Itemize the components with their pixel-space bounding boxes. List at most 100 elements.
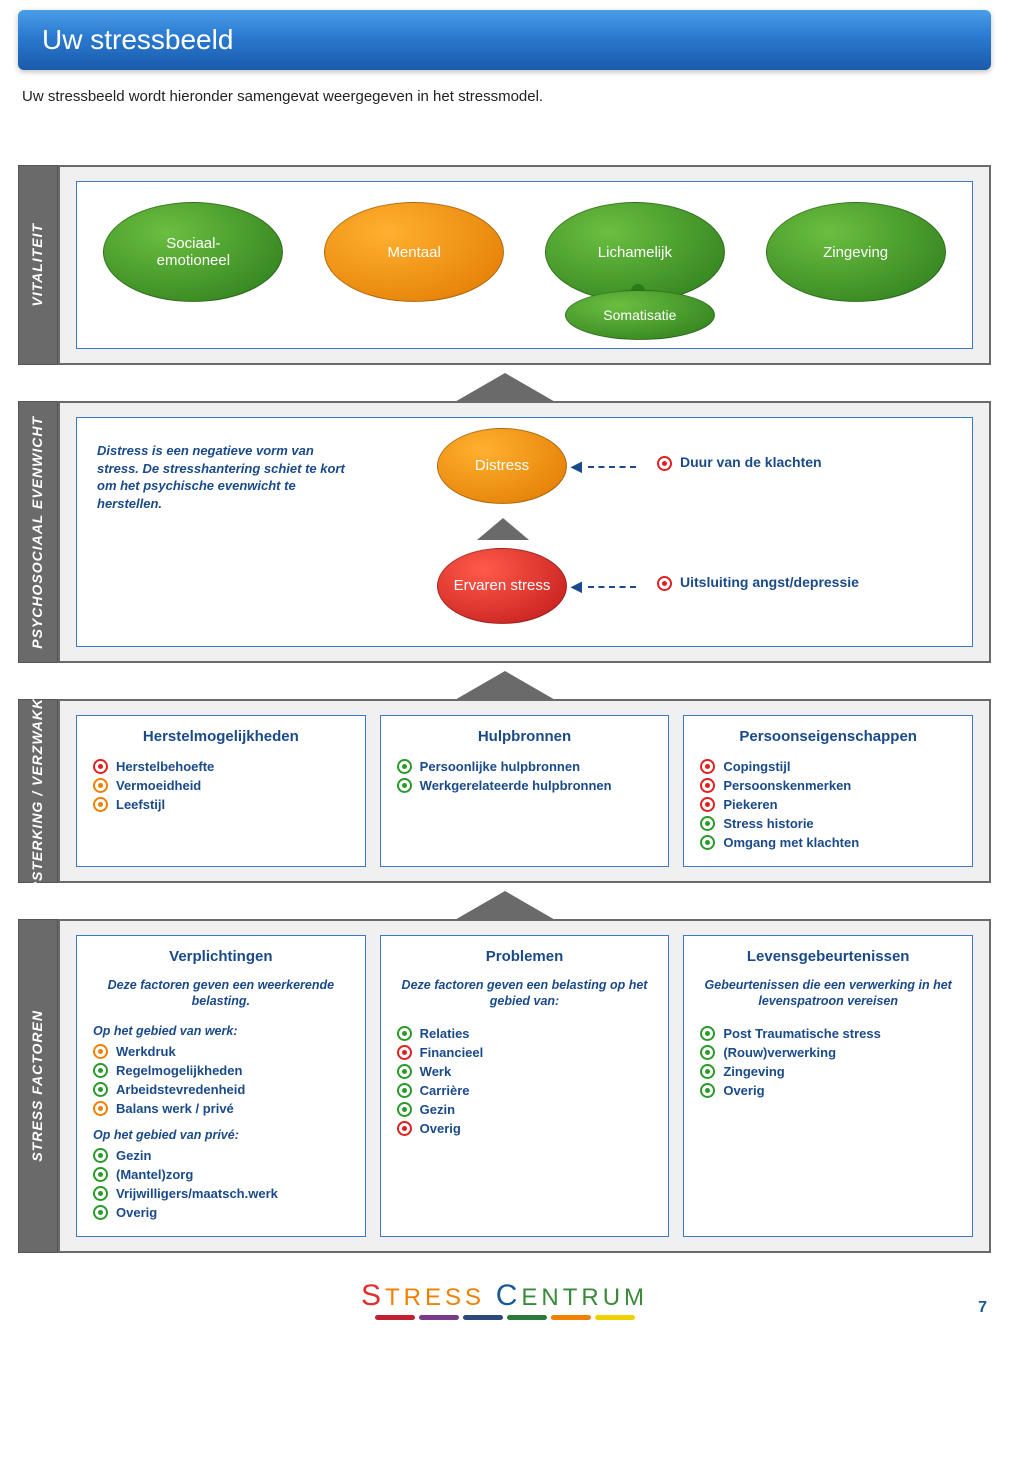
list-item: Vrijwilligers/maatsch.werk	[93, 1184, 349, 1203]
group-label: Op het gebied van werk:	[93, 1024, 349, 1038]
item-list: Post Traumatische stress (Rouw)verwerking…	[700, 1024, 956, 1100]
bullet-green-icon	[700, 835, 715, 850]
dashed-arrow-icon: ◀	[571, 578, 642, 595]
list-item: Carrière	[397, 1081, 653, 1100]
psy-ellipse: Distress	[437, 428, 567, 504]
panel-vitaliteit: Sociaal-emotioneelMentaalLichamelijkSoma…	[58, 165, 991, 365]
vitality-sub-ellipse: Somatisatie	[565, 290, 715, 340]
bullet-green-icon	[93, 1082, 108, 1097]
bullet-green-icon	[397, 1083, 412, 1098]
strip-segment	[507, 1315, 547, 1320]
psychosocial-description: Distress is een negatieve vorm van stres…	[97, 442, 357, 512]
list-item: Persoonskenmerken	[700, 776, 956, 795]
bullet-red-icon	[700, 797, 715, 812]
list-item: (Rouw)verwerking	[700, 1043, 956, 1062]
bullet-red-icon	[93, 759, 108, 774]
list-item: Gezin	[397, 1100, 653, 1119]
column-card: Persoonseigenschappen Copingstijl Persoons…	[683, 715, 973, 867]
bullet-green-icon	[397, 1102, 412, 1117]
bullet-green-icon	[93, 1205, 108, 1220]
list-item: Overig	[93, 1203, 349, 1222]
column-title: Herstelmogelijkheden	[93, 728, 349, 745]
list-item: Werkgerelateerde hulpbronnen	[397, 776, 653, 795]
item-list: Copingstijl Persoonskenmerken PiekerenStre…	[700, 757, 956, 852]
column-subdesc: Deze factoren geven een belasting op het…	[397, 977, 653, 1010]
column-subdesc: Gebeurtenissen die een verwerking in het…	[700, 977, 956, 1010]
list-item: Persoonlijke hulpbronnen	[397, 757, 653, 776]
bullet-red-icon	[700, 778, 715, 793]
brand-logo: STRESS CENTRUM	[18, 1279, 991, 1313]
item-label: Vermoeidheid	[116, 778, 201, 793]
panel-stressfactoren: VerplichtingenDeze factoren geven een we…	[58, 919, 991, 1253]
strip-segment	[419, 1315, 459, 1320]
sidebar-tab-label: VITALITEIT	[30, 223, 45, 307]
list-item: Post Traumatische stress	[700, 1024, 956, 1043]
strip-segment	[595, 1315, 635, 1320]
item-label: (Mantel)zorg	[116, 1167, 193, 1182]
brand-color-strip	[375, 1315, 635, 1320]
psy-note: Uitsluiting angst/depressie	[657, 574, 859, 591]
sidebar-tab-stressfactoren: STRESS FACTOREN	[18, 919, 58, 1253]
sidebar-tab-versterking: VERSTERKING / VERZWAKKING	[18, 699, 58, 883]
versterking-columns: Herstelmogelijkheden Herstelbehoefte Vermo…	[76, 715, 973, 867]
item-label: Persoonskenmerken	[723, 778, 851, 793]
list-item: Arbeidstevredenheid	[93, 1080, 349, 1099]
brand-entrum: ENTRUM	[521, 1284, 648, 1311]
bullet-orange-icon	[93, 1101, 108, 1116]
vitality-ellipse-label: Sociaal-emotioneel	[103, 202, 283, 302]
page-number: 7	[978, 1299, 987, 1317]
brand-c: C	[496, 1279, 522, 1312]
item-label: Zingeving	[723, 1064, 784, 1079]
bullet-green-icon	[93, 1167, 108, 1182]
panel-versterking: Herstelmogelijkheden Herstelbehoefte Vermo…	[58, 699, 991, 883]
list-item: Herstelbehoefte	[93, 757, 349, 776]
brand-tress: TRESS	[385, 1284, 496, 1311]
stressfactoren-columns: VerplichtingenDeze factoren geven een we…	[76, 935, 973, 1237]
up-arrow-icon	[453, 671, 557, 701]
list-item: Balans werk / privé	[93, 1099, 349, 1118]
item-label: Post Traumatische stress	[723, 1026, 881, 1041]
bullet-red-icon	[397, 1121, 412, 1136]
section-versterking: VERSTERKING / VERZWAKKING Herstelmogelij…	[18, 699, 991, 883]
up-arrow-icon	[453, 891, 557, 921]
vitality-ellipse: LichamelijkSomatisatie	[545, 202, 725, 302]
column-title: Persoonseigenschappen	[700, 728, 956, 745]
item-list: Persoonlijke hulpbronnenWerkgerelateerde…	[397, 757, 653, 795]
section-stressfactoren: STRESS FACTOREN VerplichtingenDeze facto…	[18, 919, 991, 1253]
list-item: Piekeren	[700, 795, 956, 814]
list-item: Stress historie	[700, 814, 956, 833]
page-title-bar: Uw stressbeeld	[18, 10, 991, 70]
list-item: Omgang met klachten	[700, 833, 956, 852]
bullet-red-icon	[657, 456, 672, 471]
bullet-red-icon	[700, 759, 715, 774]
item-list: Gezin(Mantel)zorgVrijwilligers/maatsch.w…	[93, 1146, 349, 1222]
item-label: Omgang met klachten	[723, 835, 859, 850]
item-label: Carrière	[420, 1083, 470, 1098]
column-title: Verplichtingen	[93, 948, 349, 965]
vitality-ellipse-label: Zingeving	[766, 202, 946, 302]
column-card: Herstelmogelijkheden Herstelbehoefte Vermo…	[76, 715, 366, 867]
item-label: Arbeidstevredenheid	[116, 1082, 245, 1097]
sidebar-tab-label: VERSTERKING / VERZWAKKING	[30, 670, 45, 913]
group-label: Op het gebied van privé:	[93, 1128, 349, 1142]
item-label: Overig	[723, 1083, 764, 1098]
vitality-ellipse: Sociaal-emotioneel	[103, 202, 283, 302]
list-item: Vermoeidheid	[93, 776, 349, 795]
column-card: Problemen Deze factoren geven een belasti…	[380, 935, 670, 1237]
page-footer: STRESS CENTRUM 7	[18, 1279, 991, 1320]
list-item: Financieel	[397, 1043, 653, 1062]
bullet-red-icon	[657, 576, 672, 591]
item-list: RelatiesFinancieelWerkCarrièreGezinOveri…	[397, 1024, 653, 1138]
bullet-green-icon	[397, 1026, 412, 1041]
item-label: Copingstijl	[723, 759, 790, 774]
brand-s: S	[361, 1279, 385, 1312]
item-label: Financieel	[420, 1045, 484, 1060]
item-label: Overig	[420, 1121, 461, 1136]
psy-ellipse: Ervaren stress	[437, 548, 567, 624]
item-label: (Rouw)verwerking	[723, 1045, 836, 1060]
vitality-ellipse-row: Sociaal-emotioneelMentaalLichamelijkSoma…	[76, 181, 973, 349]
column-card: HulpbronnenPersoonlijke hulpbronnenWerkg…	[380, 715, 670, 867]
sidebar-tab-vitaliteit: VITALITEIT	[18, 165, 58, 365]
column-title: Problemen	[397, 948, 653, 965]
item-list: HerstelbehoefteVermoeidheidLeefstijl	[93, 757, 349, 814]
